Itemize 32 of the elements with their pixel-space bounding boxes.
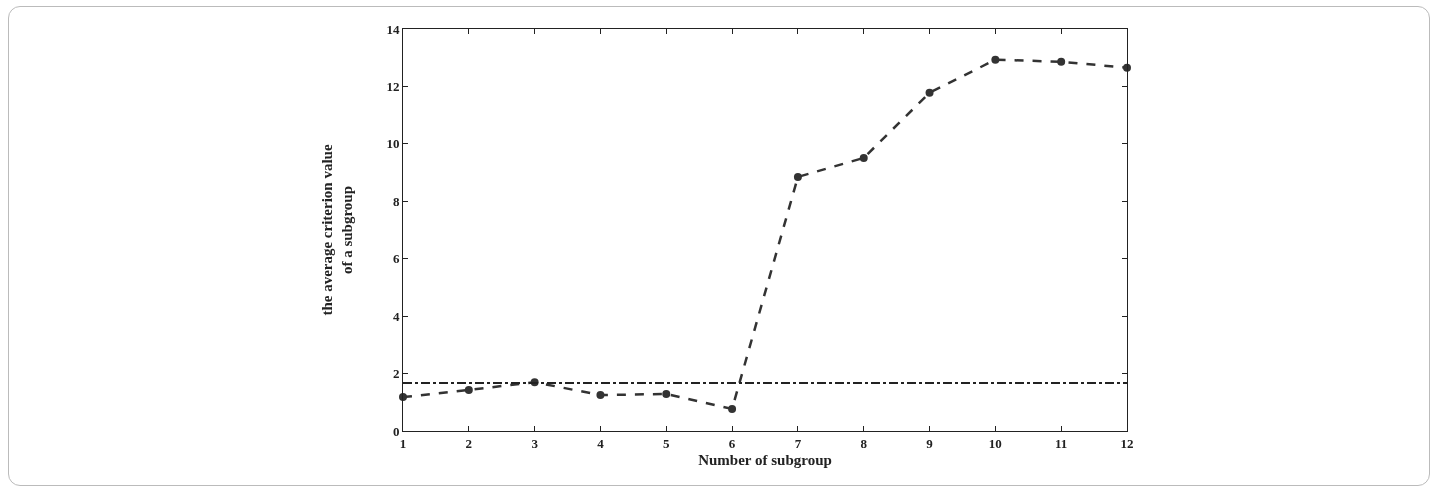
x-tick-label: 1 [399, 435, 407, 451]
x-tick-label: 6 [728, 435, 736, 451]
x-tick-label: 9 [926, 435, 934, 451]
point [662, 389, 671, 398]
y-tick-label: 10 [386, 136, 400, 152]
y-tick-label: 0 [392, 423, 400, 439]
y-tick-label: 8 [392, 193, 400, 209]
point [991, 55, 1000, 64]
point [1057, 57, 1066, 66]
x-tick-label: 5 [663, 435, 671, 451]
point [596, 391, 605, 400]
x-tick-label: 11 [1055, 435, 1068, 451]
x-tick-label: 10 [988, 435, 1002, 451]
y-tick-label: 12 [386, 78, 400, 94]
point [464, 385, 473, 394]
x-tick-label: 8 [860, 435, 868, 451]
point [1123, 63, 1131, 72]
x-tick-label: 4 [597, 435, 605, 451]
point [925, 88, 934, 97]
point [728, 404, 737, 413]
y-tick-label: 14 [386, 21, 400, 37]
y-tick-label: 2 [392, 366, 400, 382]
y-axis-title: the average criterion value of a subgroup [319, 144, 355, 316]
x-tick-label: 12 [1120, 435, 1134, 451]
x-axis-title: Number of subgroup [698, 451, 832, 468]
x-tick-label: 3 [531, 435, 539, 451]
y-tick-label: 6 [392, 251, 400, 267]
y-tick-label: 4 [392, 308, 400, 324]
point [859, 153, 868, 162]
x-tick-label: 2 [465, 435, 473, 451]
point [793, 172, 802, 181]
x-tick-label: 7 [794, 435, 802, 451]
